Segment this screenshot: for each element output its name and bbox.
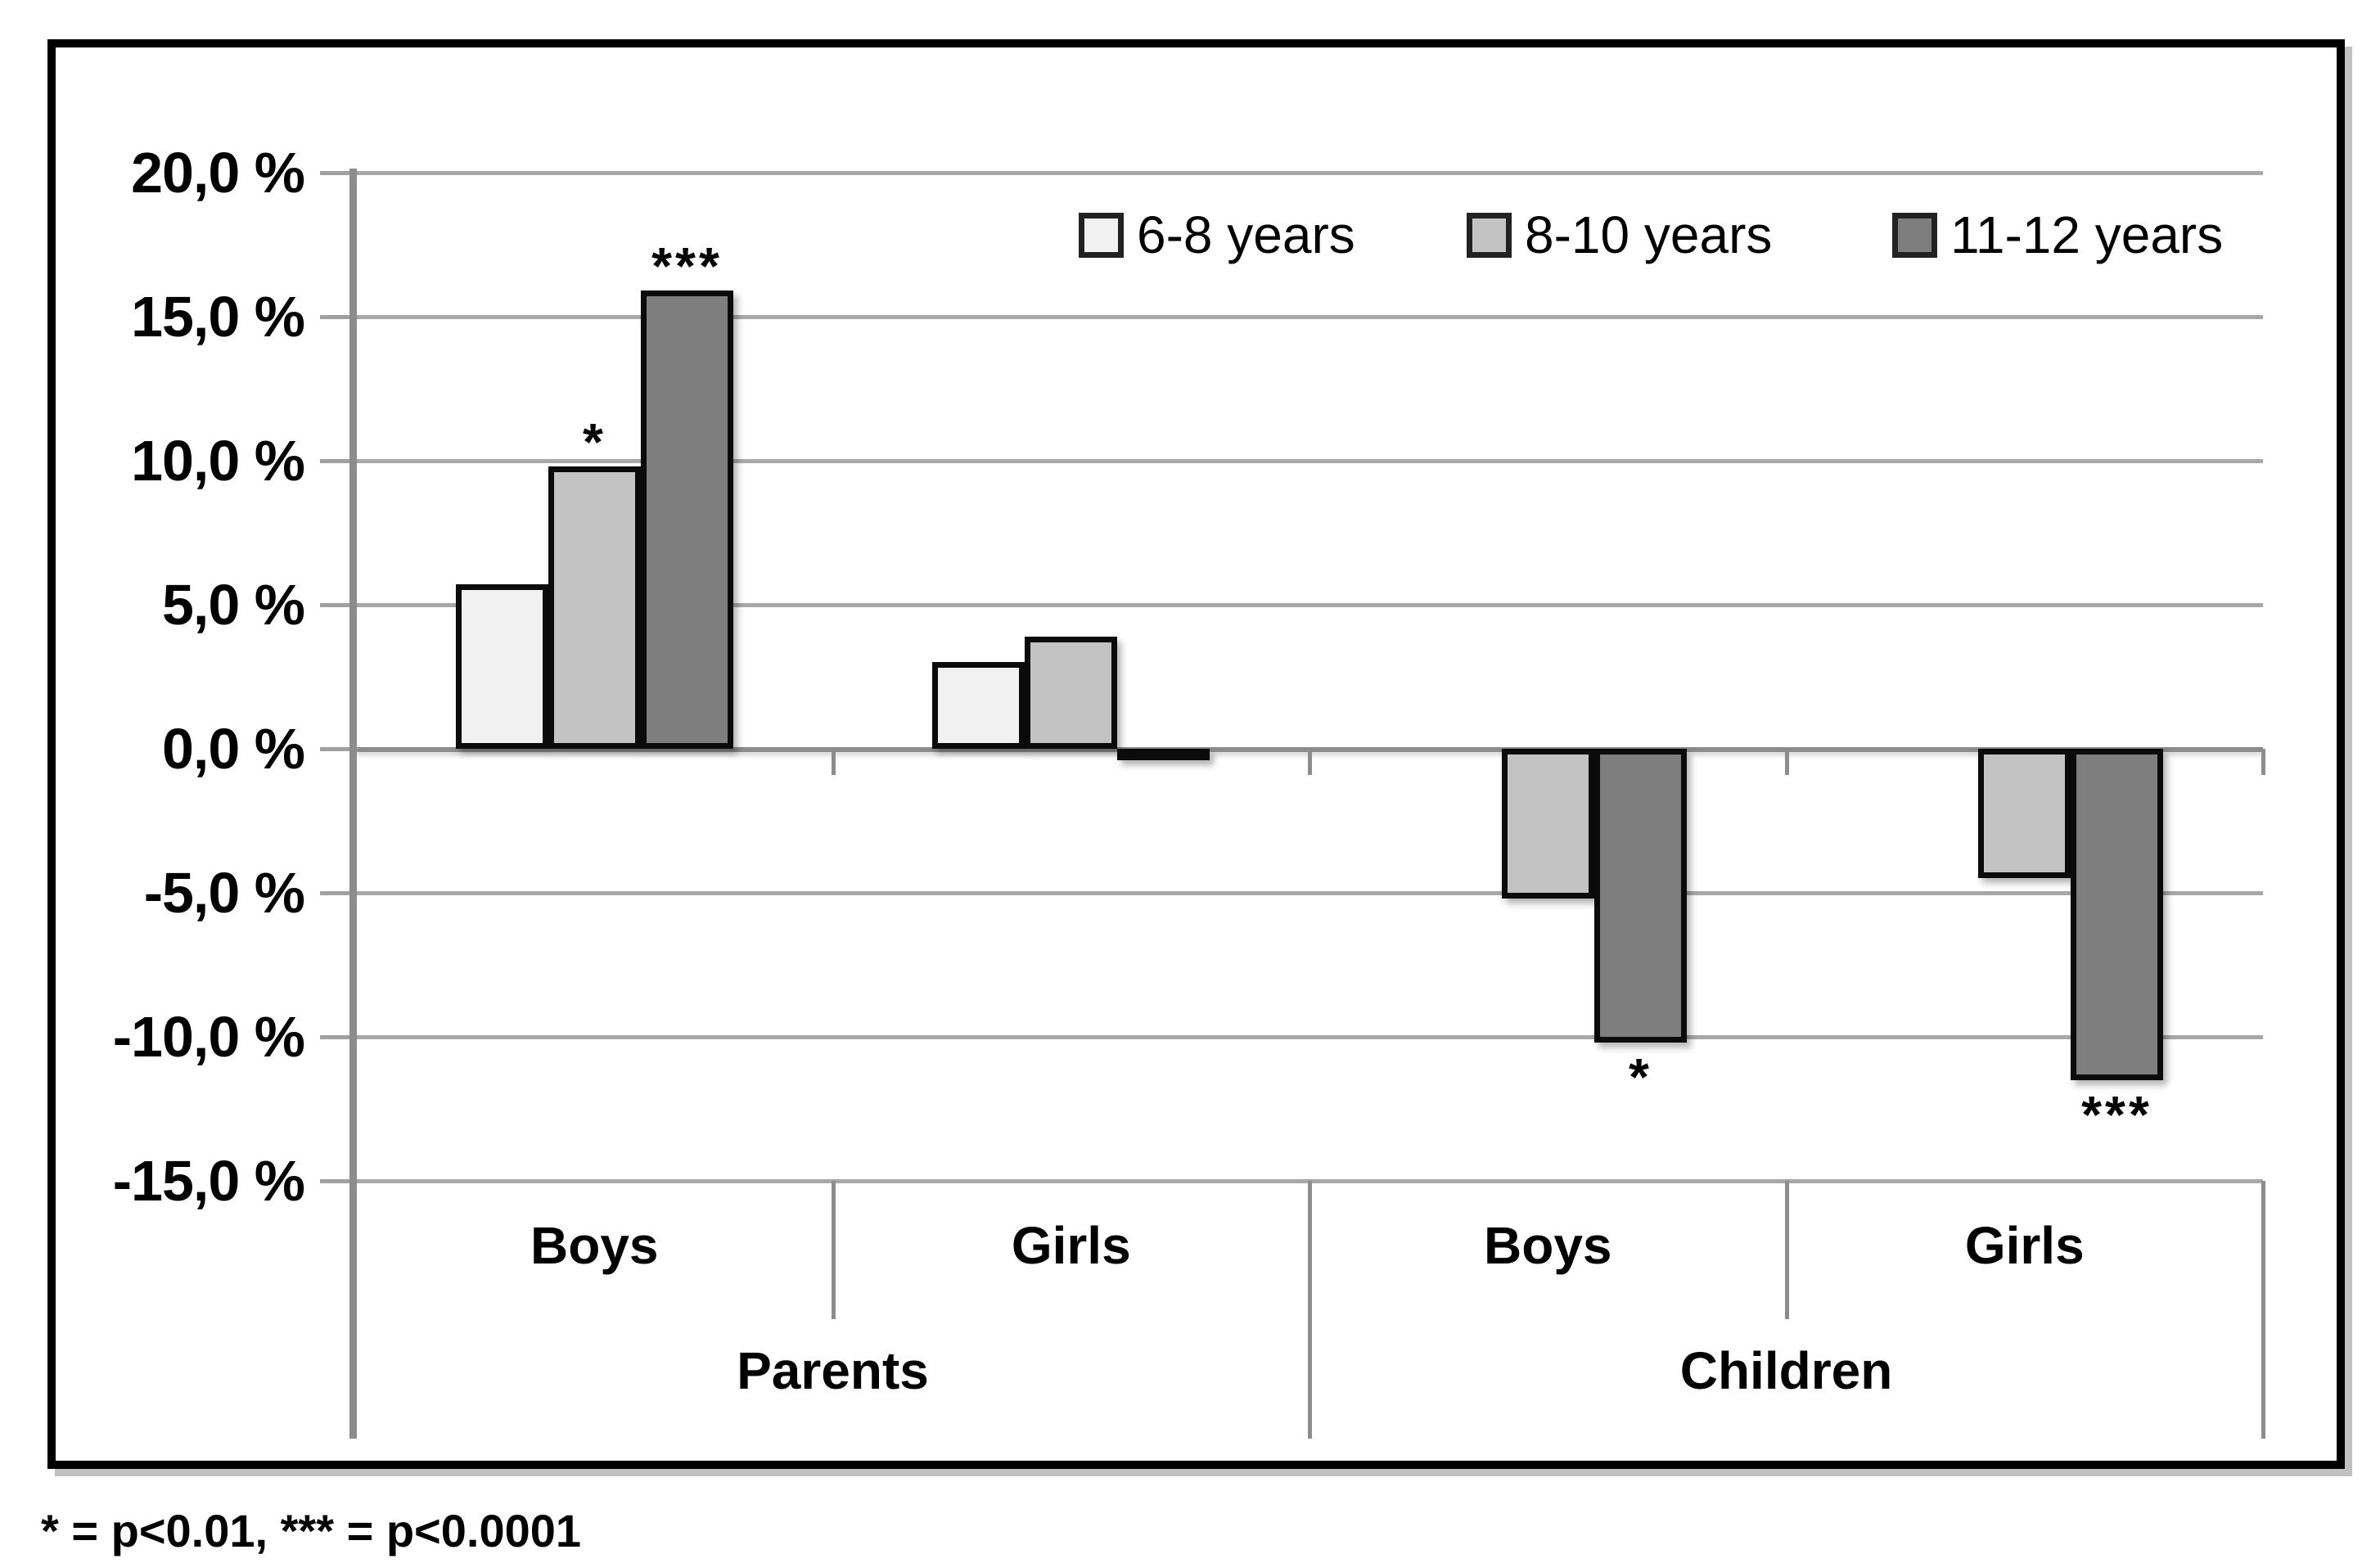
legend-label-11-12-years: 11-12 years [1950, 205, 2224, 264]
y-axis-tick [320, 459, 358, 463]
category-label-girls: Girls [1964, 1216, 2085, 1275]
significance-footnote: * = p<0.01, *** = p<0.0001 [41, 1505, 582, 1556]
legend-label-8-10-years: 8-10 years [1525, 205, 1773, 264]
bar-boys-8-10-years [548, 466, 641, 749]
separator-boys-girls-parents [831, 1181, 836, 1319]
y-axis-tick [320, 747, 358, 751]
separator-parents-children [1308, 1181, 1312, 1439]
legend-swatch-11-12-years [1892, 212, 1937, 258]
y-tick-label: -10,0 % [112, 1005, 305, 1069]
y-tick-label: 5,0 % [162, 573, 305, 637]
bar-boys-8-10-years [1502, 749, 1594, 899]
legend-entry-6-8-years: 6-8 years [1079, 209, 1355, 261]
bar-girls-8-10-years [1025, 637, 1117, 749]
y-axis-tick [320, 1179, 358, 1183]
category-label-boys: Boys [1484, 1216, 1612, 1275]
super-category-label-parents: Parents [737, 1341, 929, 1400]
legend-swatch-6-8-years [1079, 212, 1124, 258]
zero-axis-tick [1308, 749, 1312, 775]
y-axis-tick [320, 891, 358, 895]
bar-girls-11-12-years [2071, 749, 2163, 1080]
gridline [356, 315, 2263, 319]
y-axis-tick [320, 171, 358, 175]
gridline [356, 603, 2263, 607]
bar-boys-11-12-years [641, 291, 733, 749]
y-tick-label: 15,0 % [131, 285, 305, 349]
y-tick-label: -5,0 % [143, 861, 305, 925]
zero-axis-tick [831, 749, 836, 775]
bar-girls-8-10-years [1978, 749, 2071, 878]
y-tick-label: 0,0 % [162, 717, 305, 781]
significance-triple-star: *** [651, 236, 723, 295]
significance-star: * [583, 412, 606, 471]
category-label-boys: Boys [530, 1216, 659, 1275]
y-axis-line [349, 169, 357, 1439]
y-tick-label: -15,0 % [112, 1149, 305, 1213]
legend-entry-11-12-years: 11-12 years [1892, 209, 2223, 261]
bar-boys-6-8-years [456, 584, 548, 749]
bar-girls-11-12-years [1117, 749, 1210, 760]
category-label-girls: Girls [1011, 1216, 1131, 1275]
separator-right-edge [2261, 1181, 2265, 1439]
legend-swatch-8-10-years [1467, 212, 1512, 258]
y-tick-label: 10,0 % [131, 429, 305, 493]
zero-axis-tick [2261, 749, 2265, 775]
significance-star: * [1629, 1047, 1652, 1106]
super-category-label-children: Children [1679, 1341, 1893, 1400]
y-axis-tick [320, 603, 358, 607]
zero-axis-tick [1784, 749, 1789, 775]
bar-girls-6-8-years [932, 662, 1025, 749]
bar-boys-11-12-years [1594, 749, 1687, 1043]
separator-boys-girls-children [1784, 1181, 1789, 1319]
y-tick-label: 20,0 % [131, 141, 305, 205]
gridline [356, 459, 2263, 463]
legend-entry-8-10-years: 8-10 years [1467, 209, 1772, 261]
significance-triple-star: *** [2081, 1085, 2152, 1144]
gridline [356, 891, 2263, 895]
legend-label-6-8-years: 6-8 years [1137, 205, 1355, 264]
gridline [356, 1035, 2263, 1039]
gridline [356, 171, 2263, 175]
y-axis-tick [320, 315, 358, 319]
y-axis-tick [320, 1035, 358, 1039]
